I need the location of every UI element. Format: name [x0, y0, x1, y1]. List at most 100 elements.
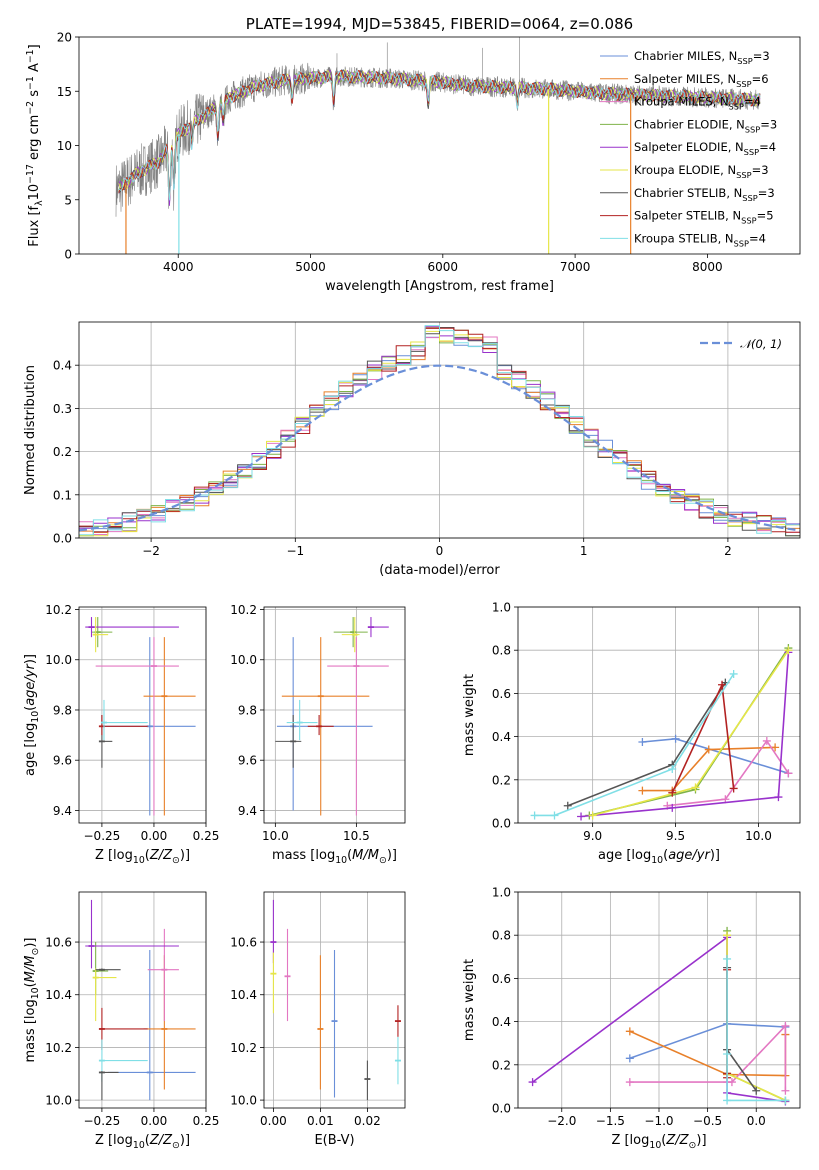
- label-part: Salpeter ELODIE, N: [634, 140, 744, 154]
- x-tick-label: 0.0: [747, 1114, 766, 1128]
- label-part: mass [log: [23, 999, 38, 1062]
- legend-label: Chabrier MILES, NSSP=3: [634, 49, 770, 66]
- errorbar-salpeter-elodie: [85, 899, 179, 969]
- label-part: =3: [753, 49, 770, 63]
- model-spectrum-kroupa-elodie: [118, 69, 761, 200]
- label-part: wavelength [Angstrom, rest frame]: [325, 279, 554, 294]
- label-part: )]: [696, 1133, 706, 1148]
- label-part: −2: [25, 101, 36, 115]
- y-tick-label: 10.2: [45, 603, 72, 617]
- label-part: Z/Z: [149, 848, 173, 863]
- x-tick-label: 9.0: [583, 829, 602, 843]
- x-tick-label: 0.25: [193, 1114, 220, 1128]
- x-tick-label: −2.0: [547, 1114, 576, 1128]
- x-tick-label: −2: [142, 544, 160, 558]
- x-axis-label: Z [log10(Z/Z⊙)]: [611, 1133, 706, 1151]
- label-part: )]: [180, 848, 190, 863]
- weight-marker: [668, 765, 677, 773]
- errorbar-kroupa-miles: [327, 637, 389, 816]
- y-tick-label: 0.6: [492, 687, 511, 701]
- weight-marker: [638, 738, 647, 746]
- label-part: SSP: [742, 193, 757, 203]
- weight-marker: [625, 1078, 634, 1087]
- y-tick-label: 20: [57, 31, 72, 45]
- x-tick-label: 10.5: [343, 829, 370, 843]
- y-tick-label: 10.0: [45, 1094, 72, 1108]
- errorbar-kroupa-elodie: [92, 968, 117, 1022]
- label-part: (: [663, 848, 668, 863]
- x-tick-label: 0.02: [354, 1114, 381, 1128]
- weight-marker: [723, 954, 732, 963]
- errorbar-chabrier-miles: [108, 949, 196, 1101]
- y-tick-label: 10.0: [230, 1094, 257, 1108]
- y-tick-label: 0.6: [492, 972, 511, 986]
- label-part: =3: [758, 186, 775, 200]
- weight-marker: [781, 1021, 790, 1030]
- label-part: M/M: [23, 956, 38, 983]
- x-tick-label: 0: [436, 544, 444, 558]
- x-tick-label: −0.25: [84, 1114, 121, 1128]
- label-part: (: [347, 848, 352, 863]
- label-part: (: [23, 706, 38, 711]
- label-part: =4: [759, 140, 776, 154]
- label-part: (: [145, 1133, 150, 1148]
- label-part: =4: [744, 95, 761, 109]
- label-part: mass weight: [462, 674, 477, 756]
- label-part: 10: [133, 855, 145, 866]
- weight-marker: [729, 784, 738, 793]
- label-part: Kroupa STELIB, N: [634, 231, 734, 245]
- label-part: ]: [27, 44, 42, 49]
- weight-line-salpeter-miles: [642, 746, 776, 792]
- errorbar-salpeter-miles: [143, 955, 196, 1090]
- label-part: age [log: [23, 723, 38, 776]
- legend-label: Salpeter STELIB, NSSP=5: [634, 209, 774, 226]
- model-spectrum-salpeter-stelib: [118, 69, 761, 200]
- weight-marker: [530, 811, 539, 820]
- label-part: =6: [752, 72, 769, 86]
- y-tick-label: 10.6: [45, 936, 72, 950]
- errorbar-kroupa-elodie: [270, 952, 277, 1014]
- errorbar-kroupa-stelib: [394, 1036, 401, 1085]
- weight-marker: [588, 811, 597, 820]
- label-part: 10: [335, 855, 347, 866]
- weight-line-kroupa-stelib: [534, 673, 735, 817]
- weight-marker: [718, 680, 727, 689]
- label-part: ⊙: [689, 1140, 697, 1151]
- label-part: (data-model)/error: [379, 563, 500, 578]
- errorbar-salpeter-stelib: [98, 1007, 148, 1051]
- plot-area: [528, 926, 790, 1106]
- weight-marker: [671, 734, 680, 743]
- y-tick-label: 0.8: [492, 929, 511, 943]
- label-part: age [log: [598, 848, 651, 863]
- plot-area: [270, 899, 401, 1101]
- errorbar-kroupa-miles: [147, 928, 179, 1022]
- label-part: SSP: [745, 124, 760, 134]
- label-part: Z/Z: [665, 1133, 689, 1148]
- errorbar-chabrier-stelib: [98, 1071, 119, 1101]
- label-part: SSP: [736, 79, 751, 89]
- legend-label: Salpeter MILES, NSSP=6: [634, 72, 769, 89]
- label-part: =5: [757, 209, 774, 223]
- y-tick-label: 0.4: [492, 1015, 511, 1029]
- axes-frame: [78, 321, 801, 539]
- label-part: Salpeter MILES, N: [634, 72, 736, 86]
- y-tick-label: 0.1: [53, 488, 72, 502]
- panel-weight_vs_age: 9.0 9.5 10.0 0.0 0.2 0.4 0.6 0.8 1.0 age [log10(a…: [462, 601, 801, 866]
- weight-marker: [668, 803, 677, 812]
- y-tick-label: 10.2: [230, 603, 257, 617]
- y-tick-label: 0.4: [492, 730, 511, 744]
- y-tick-label: 10.6: [230, 936, 257, 950]
- label-part: ⊙: [30, 948, 41, 956]
- plot-area: [530, 644, 793, 821]
- weight-line-chabrier-stelib: [567, 682, 727, 807]
- model-spectrum-chabrier-stelib: [118, 69, 761, 195]
- label-part: SSP: [729, 102, 744, 112]
- errorbar-kroupa-miles: [284, 928, 291, 1022]
- label-part: 10: [27, 184, 42, 201]
- weight-marker: [638, 786, 647, 795]
- plot-area: [115, 37, 761, 254]
- label-part: ⊙: [172, 1140, 180, 1151]
- weight-marker: [729, 669, 738, 678]
- y-axis-label: mass weight: [462, 674, 477, 756]
